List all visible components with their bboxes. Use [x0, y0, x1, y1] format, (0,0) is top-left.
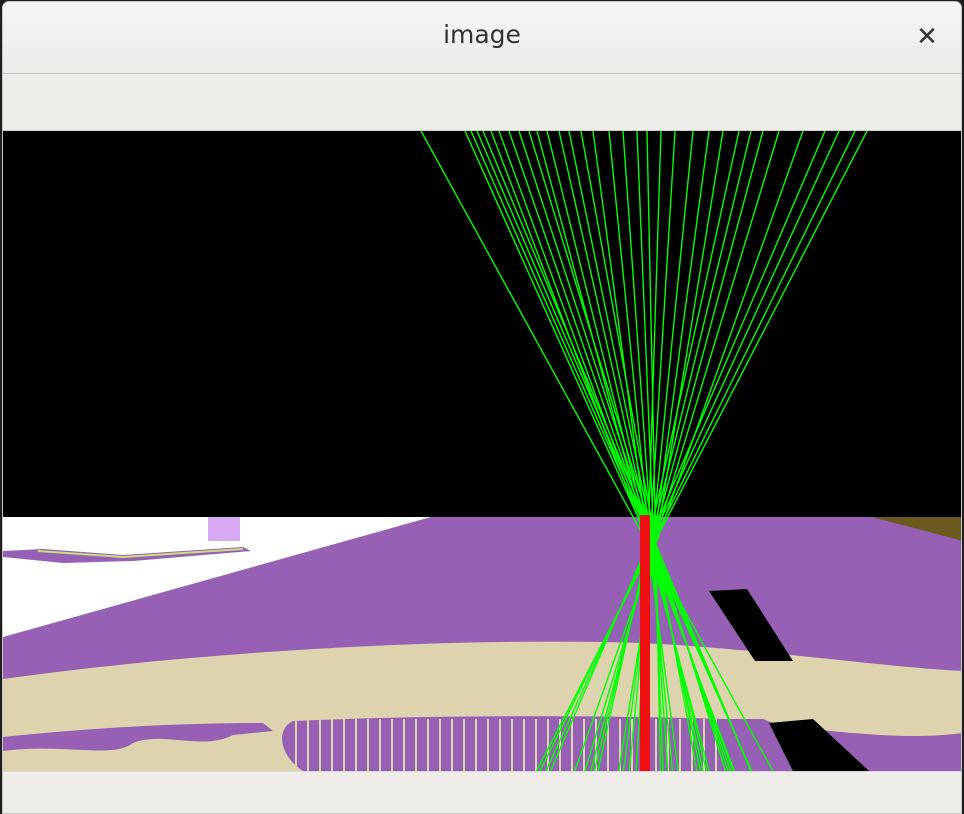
status-bar [3, 771, 961, 813]
fence-post [391, 719, 393, 771]
fence-post [343, 719, 345, 771]
fence-post [403, 719, 405, 771]
black-obstacle-upper [709, 589, 793, 661]
light-purple-object [208, 517, 240, 541]
fence-post [571, 719, 573, 771]
black-obstacle-lower [769, 719, 869, 771]
fence-post [427, 719, 429, 771]
green-line [618, 131, 724, 771]
fence-post [679, 719, 681, 771]
image-canvas [3, 131, 961, 771]
green-line [550, 131, 826, 771]
green-line [535, 131, 868, 771]
strip-edge [37, 548, 244, 559]
green-lines [420, 131, 868, 771]
white-region [3, 517, 431, 637]
fence-post [379, 719, 381, 771]
red-center-line [640, 515, 650, 771]
fence-post [559, 719, 561, 771]
fence-post [475, 719, 477, 771]
fence-post [307, 719, 309, 771]
green-line [420, 131, 774, 771]
green-line [646, 131, 662, 771]
fence-post [619, 719, 621, 771]
green-line [539, 131, 856, 771]
sky-region [3, 131, 961, 517]
fence-post [415, 719, 417, 771]
toolbar [3, 74, 961, 131]
green-line [597, 131, 740, 771]
fence-post [511, 719, 513, 771]
fence-post [439, 719, 441, 771]
fence-post [499, 719, 501, 771]
fence-post [451, 719, 453, 771]
fence-post [355, 719, 357, 771]
fence-post [535, 719, 537, 771]
fence-post [463, 719, 465, 771]
fence-post [703, 719, 705, 771]
green-line [546, 131, 708, 771]
close-icon[interactable]: ✕ [916, 22, 938, 52]
fence-post [547, 719, 549, 771]
green-line [622, 131, 710, 771]
fence-post [595, 719, 597, 771]
fence-post [715, 719, 717, 771]
green-line [584, 131, 780, 771]
fence-post [487, 719, 489, 771]
fence-post [295, 719, 297, 771]
green-line [482, 131, 752, 771]
fence-post [319, 719, 321, 771]
green-line [628, 131, 694, 771]
purple-strip [3, 547, 251, 563]
green-line [580, 131, 698, 771]
green-line [592, 131, 679, 771]
right-edge-object [871, 517, 961, 541]
fence-post [667, 719, 669, 771]
fence-post [655, 719, 657, 771]
fence-post [367, 719, 369, 771]
segmentation-image [3, 131, 961, 771]
green-line [568, 131, 702, 771]
green-line [590, 131, 764, 771]
fence-post [331, 719, 333, 771]
fence-post [523, 719, 525, 771]
green-line [608, 131, 674, 771]
green-line [593, 131, 752, 771]
green-line [574, 131, 804, 771]
sidewalk-band [3, 641, 961, 771]
green-line [545, 131, 840, 771]
window-title: image [443, 20, 521, 49]
green-line [622, 131, 669, 771]
fence-post [607, 719, 609, 771]
title-bar: image ✕ [3, 2, 961, 74]
